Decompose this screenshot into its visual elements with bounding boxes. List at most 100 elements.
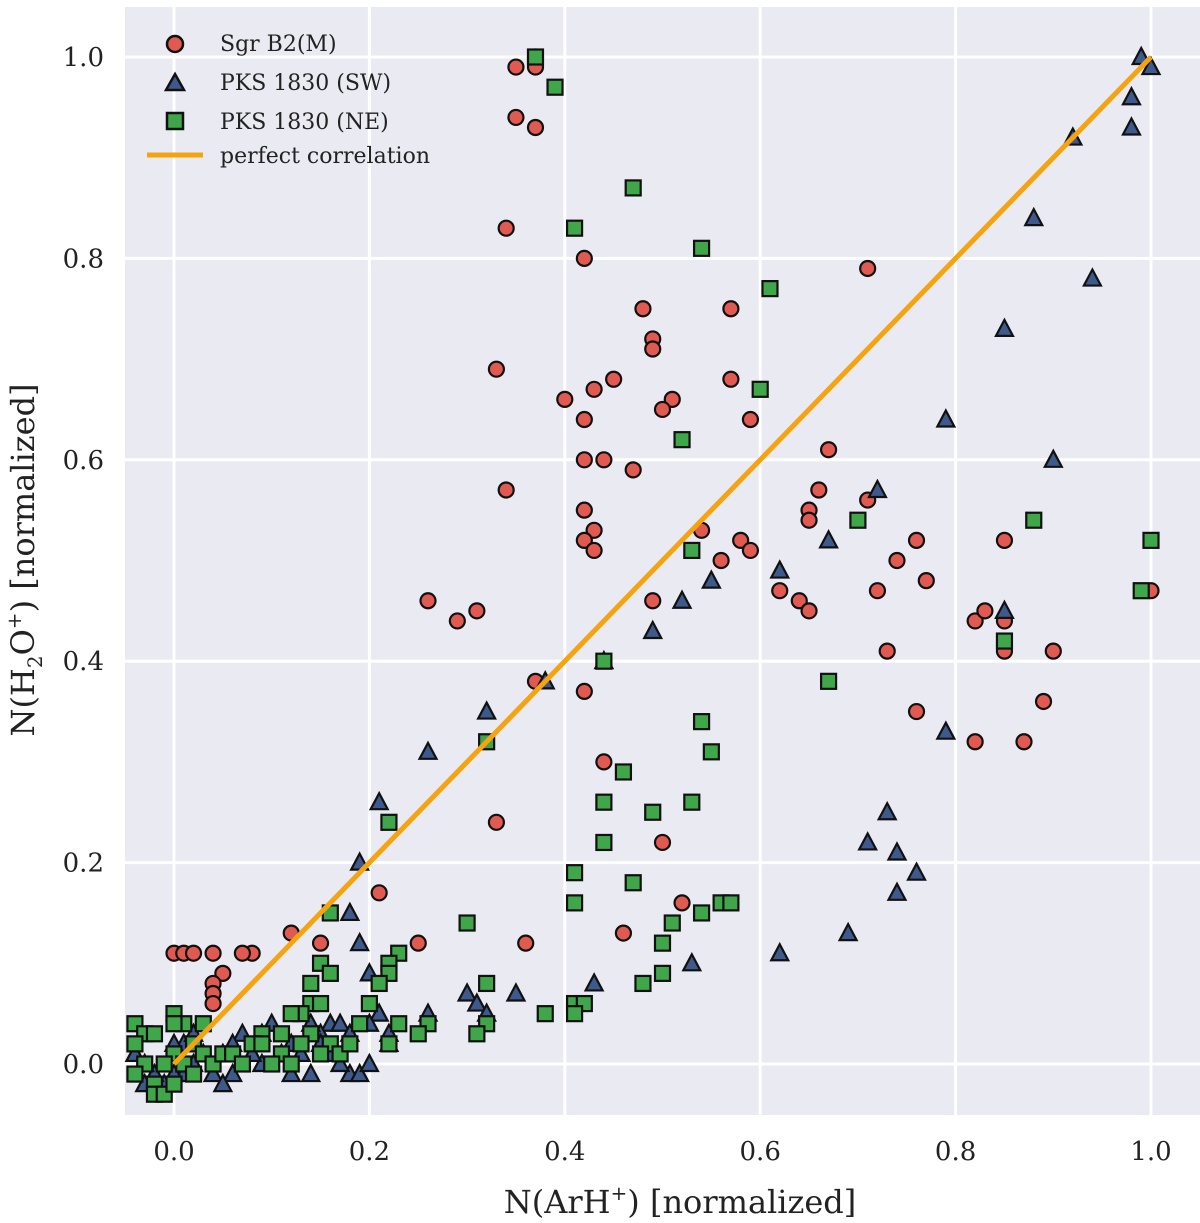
- pks-ne-point: [272, 1025, 291, 1043]
- pks-sw-point: [466, 992, 488, 1012]
- legend-label-sgr-b2: Sgr B2(M): [220, 32, 337, 57]
- sgr-b2-point: [448, 612, 466, 630]
- sgr-b2-point: [595, 753, 613, 771]
- pks-sw-point: [368, 1002, 390, 1022]
- sgr-b2-point: [653, 833, 672, 852]
- pks-ne-point: [526, 48, 545, 66]
- pks-ne-point: [390, 1015, 408, 1033]
- sgr-b2-point: [575, 531, 593, 549]
- sgr-b2-point: [507, 58, 525, 76]
- pks-ne-point: [565, 1005, 584, 1023]
- sgr-b2-point: [878, 642, 896, 660]
- pks-ne-point: [595, 793, 613, 811]
- x-tick-label: 0.8: [935, 1137, 976, 1167]
- pks-ne-point: [380, 813, 398, 831]
- sgr-b2-point: [585, 380, 603, 398]
- pks-ne-point: [302, 974, 320, 993]
- pks-sw-point: [642, 619, 664, 640]
- sgr-b2-point: [1034, 692, 1053, 711]
- sgr-b2-point: [575, 501, 593, 519]
- perfect-correlation-line: [172, 55, 1153, 1066]
- sgr-b2-point: [976, 602, 994, 620]
- sgr-b2-point: [556, 390, 574, 408]
- pks-ne-point: [673, 431, 691, 449]
- x-tick-label: 0.2: [349, 1137, 390, 1167]
- sgr-b2-point: [888, 551, 906, 570]
- y-tick-label: 0.2: [63, 849, 104, 879]
- pks-sw-point: [280, 1062, 302, 1083]
- sgr-b2-point: [204, 994, 222, 1013]
- pks-ne-point: [360, 994, 378, 1013]
- pks-ne-point: [722, 894, 740, 912]
- pks-ne-point: [761, 280, 779, 298]
- sgr-b2-point: [966, 612, 984, 630]
- pks-sw-point: [1121, 85, 1142, 106]
- pks-sw-point: [456, 982, 478, 1002]
- x-tick-labels: 0.0 0.2 0.4 0.6 0.8 1.0: [153, 1137, 1171, 1167]
- legend-marker-pks-sw: [163, 71, 187, 92]
- pks-sw-point: [417, 740, 439, 760]
- pks-ne-point: [595, 652, 613, 670]
- sgr-b2-point: [497, 219, 515, 237]
- legend-label-perfect-correlation: perfect correlation: [220, 144, 430, 169]
- pks-ne-point: [565, 219, 584, 237]
- pks-sw-point: [935, 408, 957, 428]
- sgr-b2-point: [526, 118, 545, 137]
- pks-sw-point: [1042, 448, 1064, 468]
- pks-sw-point: [1121, 116, 1142, 136]
- pks-ne-point: [634, 974, 652, 993]
- y-tick-label: 0.6: [63, 446, 104, 476]
- pks-sw-point: [886, 841, 908, 861]
- pks-ne-point: [1132, 582, 1150, 600]
- sgr-b2-point: [575, 249, 593, 267]
- pks-sw-point: [818, 529, 839, 549]
- sgr-b2-point: [184, 944, 203, 962]
- sgr-b2-point: [575, 451, 593, 469]
- sgr-b2-point: [585, 521, 603, 539]
- sgr-b2-point: [575, 410, 593, 429]
- pks-ne-point: [458, 914, 476, 932]
- pks-sw-point: [994, 317, 1015, 337]
- sgr-b2-point: [712, 551, 730, 570]
- sgr-b2-point: [634, 300, 652, 318]
- pks-ne-point: [311, 994, 330, 1013]
- pks-ne-point: [126, 1035, 144, 1053]
- pks-sw-point: [300, 1062, 322, 1083]
- pks-sw-point: [202, 1062, 224, 1083]
- pks-sw-point: [701, 569, 722, 589]
- pks-ne-point: [536, 1005, 554, 1023]
- sgr-b2-point: [790, 592, 808, 610]
- pks-ne-point: [1025, 511, 1043, 529]
- sgr-b2-point: [487, 813, 506, 831]
- pks-ne-point: [692, 904, 711, 922]
- sgr-b2-point: [819, 441, 838, 459]
- pks-sw-point: [505, 982, 527, 1002]
- pks-ne-point: [311, 1045, 330, 1063]
- pks-sw-point: [681, 951, 703, 972]
- correlation-line-layer: [172, 55, 1153, 1066]
- pks-ne-point: [165, 1015, 183, 1033]
- sgr-b2-point: [868, 582, 887, 600]
- pks-ne-point: [565, 894, 584, 912]
- pks-ne-point: [644, 803, 662, 821]
- pks-ne-point: [233, 1055, 251, 1073]
- pks-sw-point: [359, 1052, 380, 1073]
- sgr-b2-point: [468, 602, 486, 620]
- pks-ne-point: [468, 1025, 486, 1043]
- y-tick-label: 0.8: [63, 244, 104, 274]
- x-tick-label: 0.4: [544, 1137, 585, 1167]
- pks-sw-point: [876, 800, 898, 821]
- pks-ne-point: [409, 1025, 427, 1043]
- pks-ne-point: [1142, 531, 1160, 549]
- pks-ne-point: [624, 874, 642, 892]
- sgr-b2-point: [995, 531, 1014, 549]
- y-axis-label: N(H2O+) [normalized]: [2, 383, 47, 736]
- pks-sw-point: [837, 921, 859, 942]
- pks-ne-point: [653, 934, 672, 952]
- pks-ne-point: [595, 833, 613, 852]
- pks-sw-point: [329, 1052, 351, 1073]
- sgr-b2-point: [771, 582, 789, 600]
- sgr-b2-point: [722, 300, 740, 318]
- pks-ne-point: [624, 179, 642, 197]
- pks-ne-point: [565, 864, 584, 882]
